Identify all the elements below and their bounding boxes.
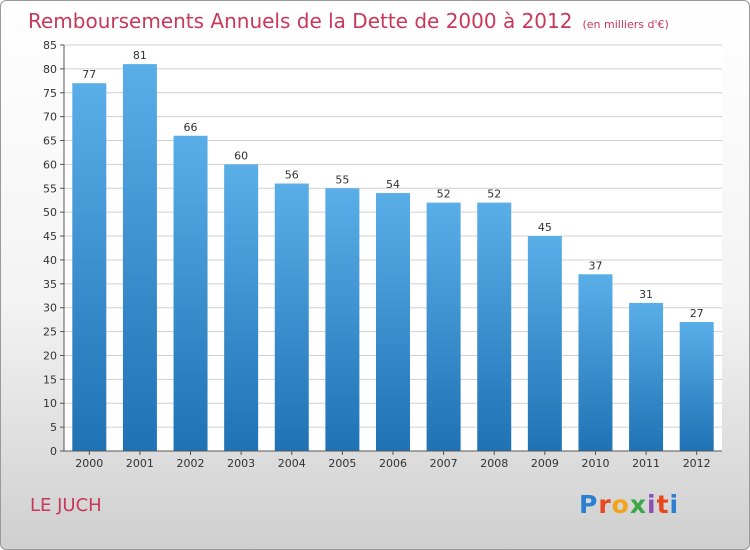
bar (72, 83, 107, 451)
data-labels: 77 81 66 60 56 55 54 52 52 45 37 31 27 (82, 49, 703, 320)
y-tick-label: 30 (43, 302, 57, 315)
bar (629, 302, 664, 451)
bar-value-label: 37 (588, 259, 602, 272)
x-tick-label: 2007 (430, 457, 458, 470)
logo-letter: P (579, 490, 599, 519)
bar-value-label: 60 (234, 149, 248, 162)
bar (325, 188, 360, 451)
x-tick-label: 2011 (632, 457, 660, 470)
logo-letter: t (656, 490, 670, 519)
bar-value-label: 56 (285, 169, 299, 182)
x-tick-label: 2005 (328, 457, 356, 470)
y-tick-label: 65 (43, 135, 57, 148)
y-tick-label: 40 (43, 254, 57, 267)
x-axis: 2000 2001 2002 2003 2004 2005 2006 2007 2008 2009… (64, 450, 722, 470)
bar-value-label: 45 (538, 221, 552, 234)
bar-value-label: 52 (437, 188, 451, 201)
chart-title: Remboursements Annuels de la Dette de 20… (28, 9, 669, 33)
logo-letter: x (629, 490, 647, 519)
x-tick-label: 2008 (480, 457, 508, 470)
y-tick-label: 50 (43, 206, 57, 219)
chart-unit: (en milliers d'€) (582, 18, 669, 31)
y-tick-label: 85 (43, 39, 57, 52)
y-tick-label: 60 (43, 158, 57, 171)
x-tick-label: 2006 (379, 457, 407, 470)
bar (679, 322, 714, 451)
bar-value-label: 54 (386, 178, 400, 191)
logo-letter: i (669, 490, 680, 519)
bar-value-label: 31 (639, 288, 653, 301)
bars (72, 64, 714, 452)
logo-letter: i (647, 490, 657, 519)
y-tick-label: 25 (43, 326, 57, 339)
x-tick-label: 2000 (75, 457, 103, 470)
y-axis: 0 5 10 15 20 25 30 35 40 45 50 55 60 65 70 75 80 85 (43, 39, 65, 458)
y-tick-label: 75 (43, 87, 57, 100)
bar (426, 202, 461, 451)
bar-value-label: 81 (133, 49, 147, 62)
commune-name: LE JUCH (30, 495, 102, 516)
y-tick-label: 0 (50, 445, 57, 458)
x-tick-label: 2012 (683, 457, 711, 470)
x-tick-label: 2009 (531, 457, 559, 470)
bar-value-label: 77 (82, 68, 96, 81)
bar (477, 202, 512, 451)
y-tick-label: 15 (43, 373, 57, 386)
y-tick-label: 5 (50, 421, 57, 434)
bar-value-label: 55 (335, 173, 349, 186)
bar-value-label: 52 (487, 188, 501, 201)
y-tick-label: 70 (43, 111, 57, 124)
y-tick-label: 55 (43, 182, 57, 195)
y-tick-label: 45 (43, 230, 57, 243)
y-tick-label: 80 (43, 63, 57, 76)
proxiti-logo[interactable]: Proxiti (579, 490, 679, 519)
chart-title-text: Remboursements Annuels de la Dette de 20… (28, 9, 573, 33)
bar (376, 193, 410, 451)
y-tick-label: 10 (43, 397, 57, 410)
logo-letter: o (611, 490, 630, 519)
x-tick-label: 2003 (227, 457, 255, 470)
bar (578, 274, 613, 451)
y-tick-label: 35 (43, 278, 57, 291)
bar (224, 164, 259, 452)
x-tick-label: 2001 (126, 457, 154, 470)
y-tick-label: 20 (43, 349, 57, 362)
bar-value-label: 66 (184, 121, 198, 134)
bar (173, 135, 208, 452)
x-tick-label: 2002 (177, 457, 205, 470)
x-tick-label: 2004 (278, 457, 306, 470)
bar (122, 64, 157, 451)
bar (527, 236, 562, 451)
bar-value-label: 27 (690, 307, 704, 320)
x-tick-label: 2010 (581, 457, 609, 470)
bar (274, 183, 309, 452)
logo-letter: r (598, 490, 612, 519)
